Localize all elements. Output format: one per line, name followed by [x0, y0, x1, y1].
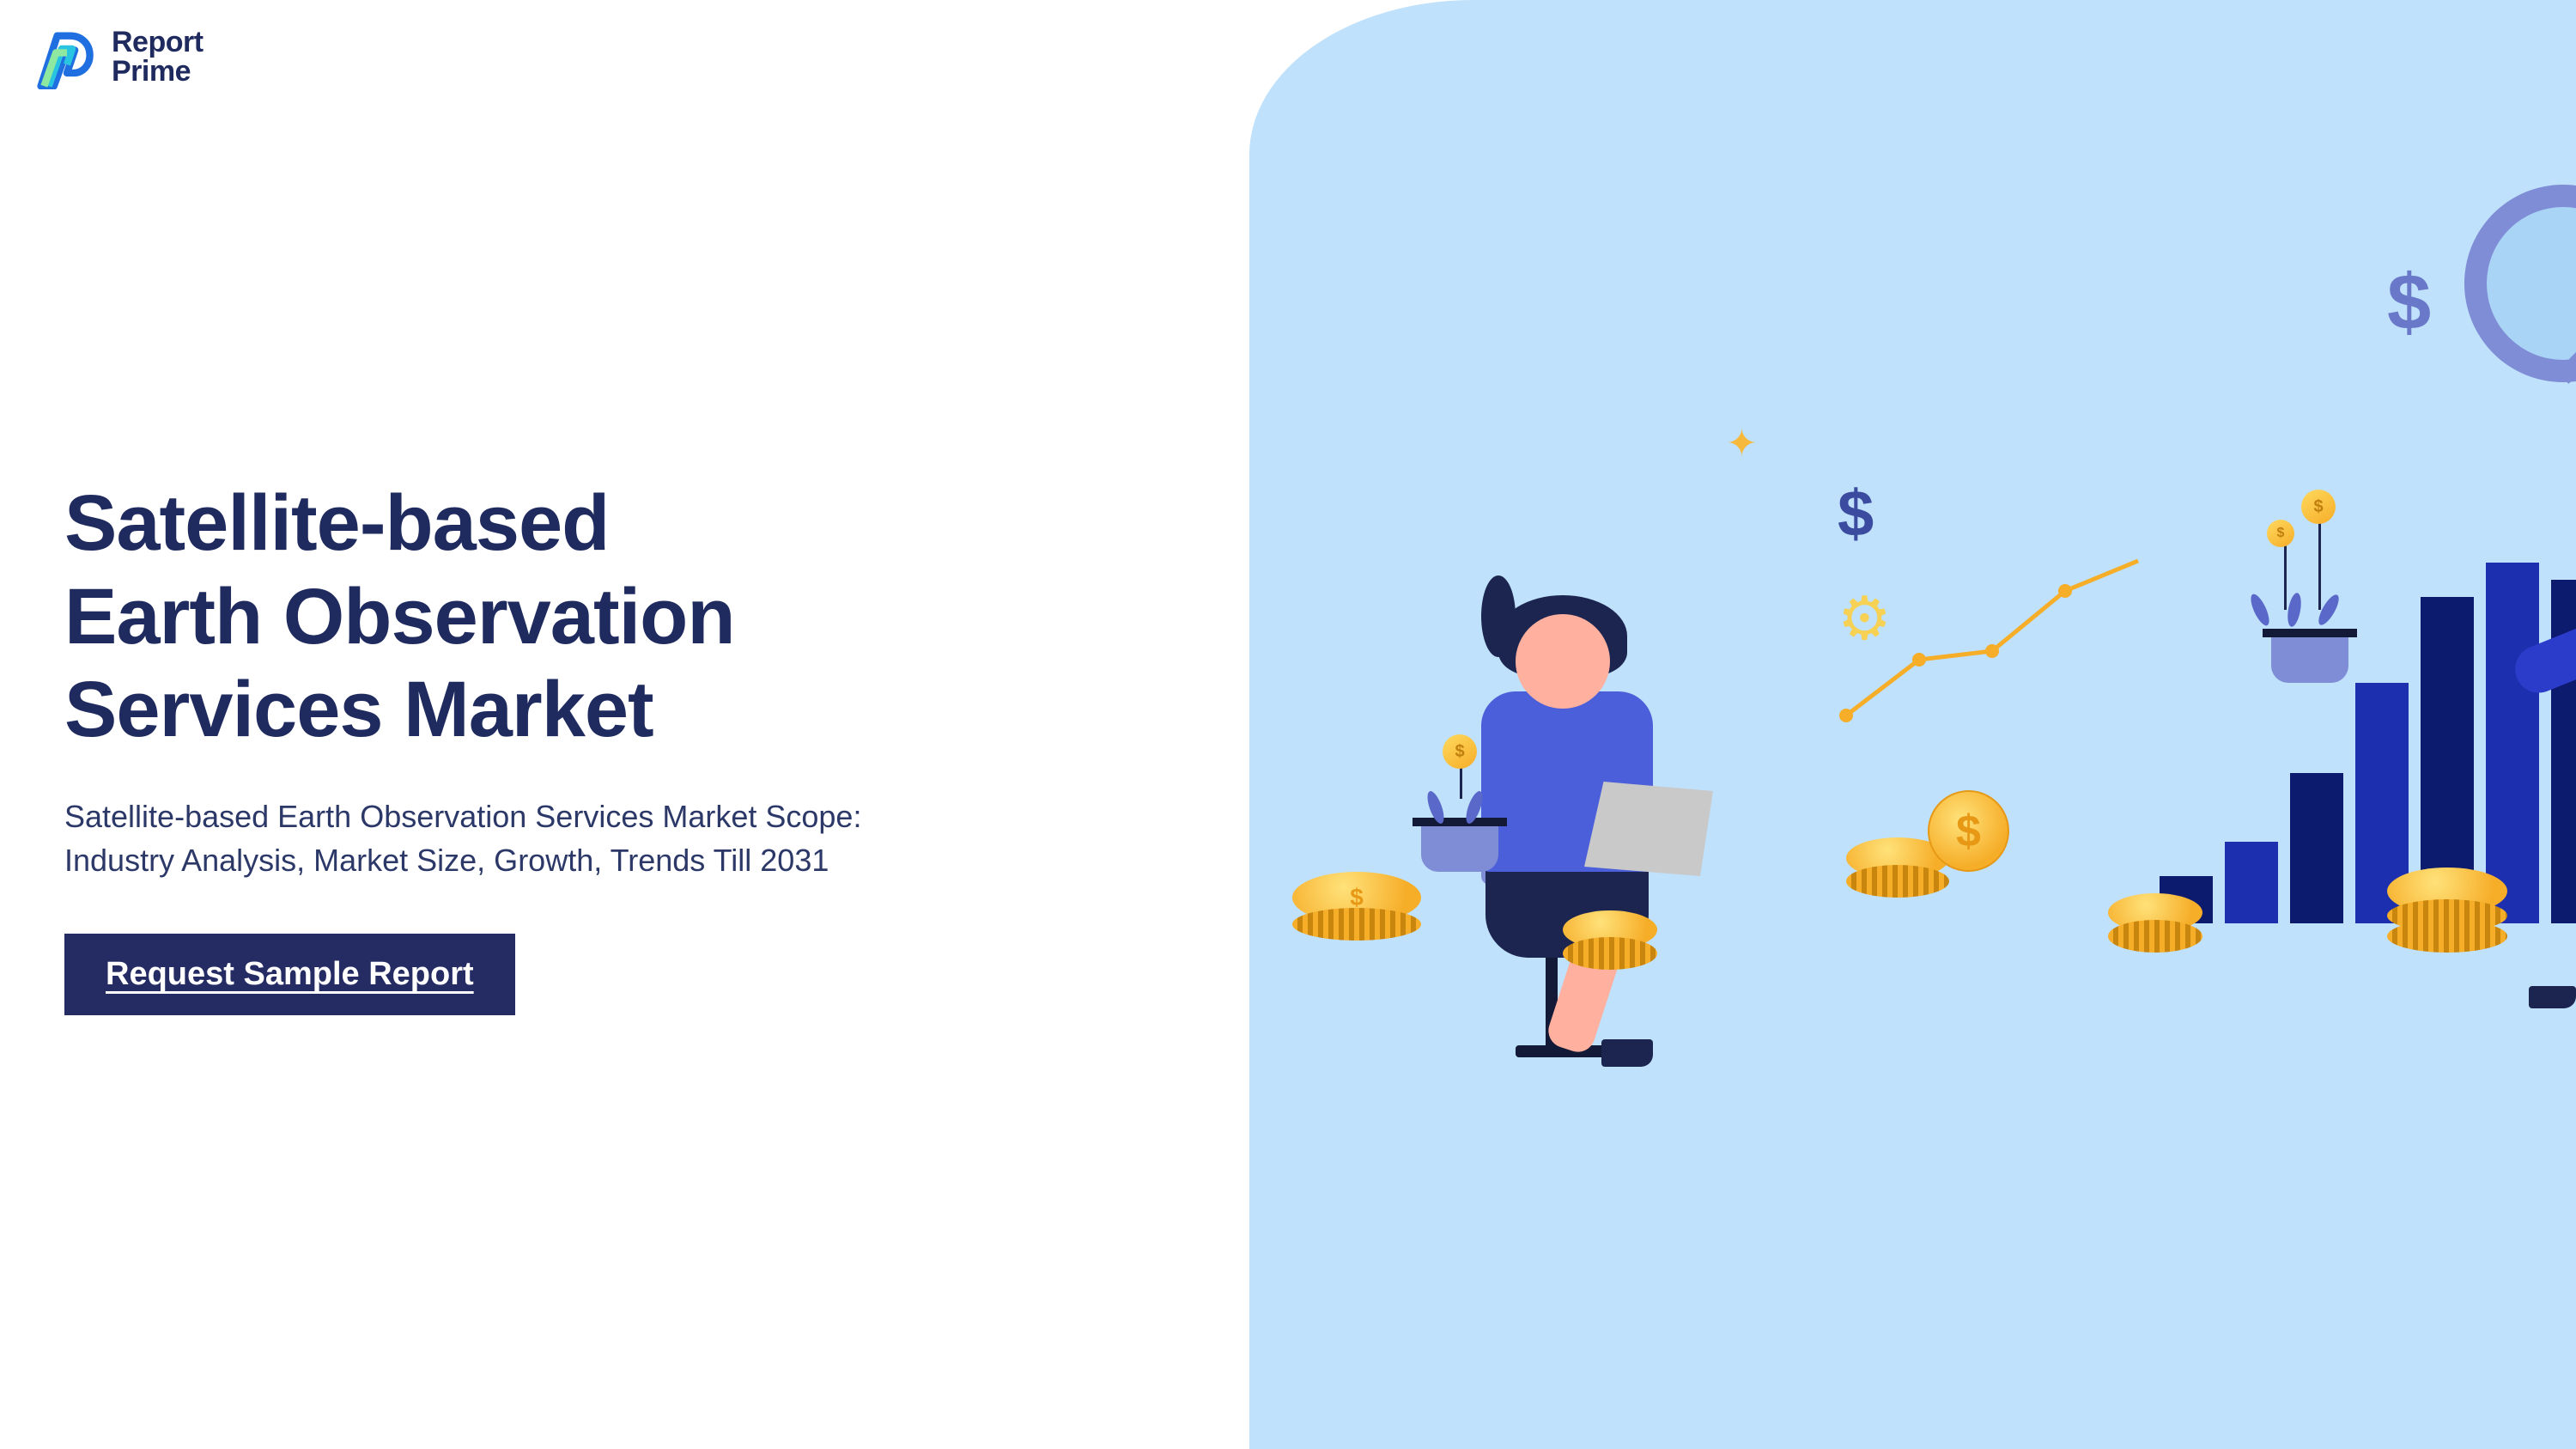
- sparkle-icon: ✦: [1726, 425, 1757, 456]
- growth-bar-chart: [2160, 563, 2576, 923]
- money-plant-pot-2: $ $: [2263, 601, 2357, 683]
- money-plant-pot-1: $: [1413, 790, 1507, 872]
- brand-header: Report Prime: [34, 24, 204, 89]
- dollar-coin-icon: $: [1443, 734, 1477, 769]
- hero-title: Satellite-based Earth Observation Servic…: [64, 477, 1249, 757]
- bar-3: [2290, 773, 2343, 923]
- request-sample-report-button[interactable]: Request Sample Report: [64, 934, 515, 1015]
- dollar-coin-icon: $: [2301, 490, 2336, 524]
- report-prime-logo-icon: [34, 24, 100, 89]
- brand-name: Report Prime: [112, 27, 204, 86]
- large-dollar-coin-icon: $: [1928, 790, 2009, 872]
- bar-2: [2225, 842, 2278, 923]
- large-dollar-icon: $: [2387, 258, 2431, 348]
- trend-line-chart: [1838, 557, 2198, 728]
- standing-man-figure: [2520, 515, 2576, 1074]
- dollar-coin-icon: $: [2267, 520, 2294, 547]
- hero-description: Satellite-based Earth Observation Servic…: [64, 795, 923, 882]
- hero-illustration: ✦ $ ⚙ $: [1249, 0, 2576, 1449]
- laptop-icon: [1584, 782, 1713, 876]
- magnifying-glass-icon: [2464, 185, 2576, 382]
- coin-stack-4: [2108, 893, 2202, 953]
- slide-page: Report Prime Satellite-based Earth Obser…: [0, 0, 2576, 1449]
- coin-stack-2: [1563, 910, 1657, 970]
- small-dollar-icon: $: [1838, 477, 1874, 551]
- coin-stack-5: [2387, 868, 2507, 953]
- coin-stack-1: $: [1292, 872, 1421, 941]
- hero-content: Satellite-based Earth Observation Servic…: [64, 477, 1249, 1015]
